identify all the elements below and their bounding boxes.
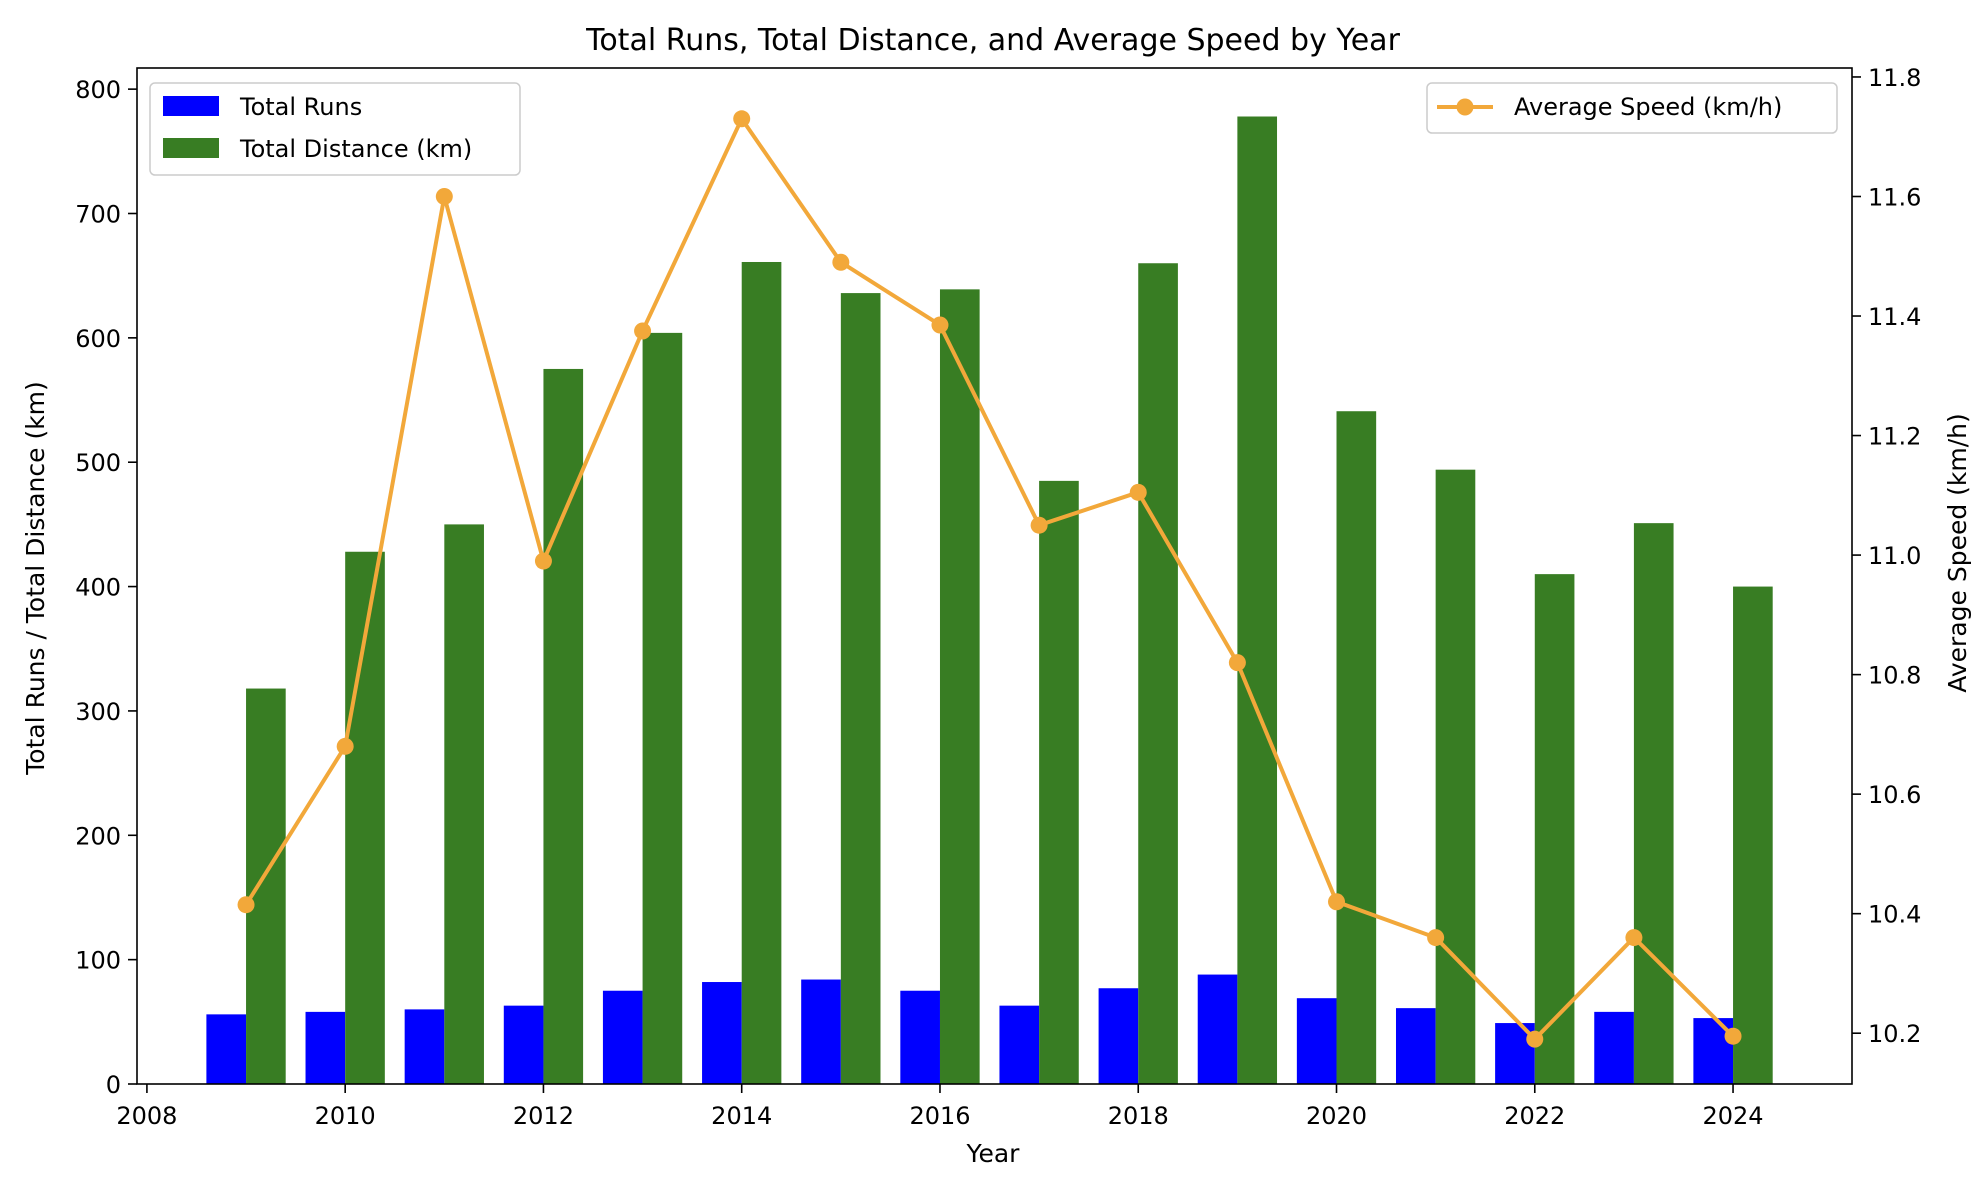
bar-total-runs (1594, 1011, 1634, 1084)
bar-total-runs (1296, 998, 1337, 1084)
bar-total-distance (1733, 586, 1773, 1084)
speed-point (931, 316, 949, 334)
speed-line (244, 116, 1735, 1042)
x-tick-label: 2024 (1703, 1102, 1764, 1130)
legend-swatch-speed-marker (1456, 98, 1474, 116)
bar-total-runs (602, 990, 643, 1084)
y-tick-label: 200 (75, 822, 121, 850)
legend-box (149, 82, 521, 176)
speed-point (733, 110, 751, 128)
bar-total-distance (1336, 411, 1377, 1084)
bar-total-distance (1237, 116, 1278, 1084)
axes-layer: 2008 2010 2012 2014 2016 2018 2020 2022 2024 0 100… (75, 64, 1921, 1130)
bar-total-distance (741, 261, 782, 1084)
speed-point (534, 552, 552, 570)
y2-axis-label: Average Speed (km/h) (1943, 413, 1972, 693)
bar-total-runs (404, 1009, 445, 1084)
y2-tick-label: 11.4 (1868, 303, 1921, 331)
chart-title: Total Runs, Total Distance, and Average … (585, 23, 1400, 58)
bar-total-runs (801, 979, 841, 1084)
y2-tick-label: 10.4 (1868, 901, 1921, 929)
y2-tick-label: 11.0 (1868, 542, 1921, 570)
x-tick-label: 2020 (1306, 1102, 1367, 1130)
bar-total-runs (206, 1014, 247, 1084)
bar-total-distance (1435, 469, 1476, 1084)
y-axis-label: Total Runs / Total Distance (km) (21, 381, 50, 776)
bar-total-runs (1197, 974, 1238, 1084)
legend-swatch-total-runs (163, 96, 219, 116)
y2-tick-label: 11.8 (1868, 64, 1921, 92)
speed-line-layer (237, 110, 1742, 1048)
bar-total-distance (246, 688, 286, 1084)
speed-point (1228, 654, 1246, 672)
x-tick-label: 2010 (315, 1102, 376, 1130)
speed-point (237, 896, 255, 914)
x-tick-label: 2008 (116, 1102, 177, 1130)
legend-bars: Total Runs Total Distance (km) (149, 82, 521, 176)
plot-frame (136, 67, 1853, 1085)
bar-total-distance (444, 524, 484, 1084)
speed-point (1625, 929, 1643, 947)
legend-swatch-total-distance (163, 138, 219, 158)
y2-tick-label: 10.8 (1868, 662, 1921, 690)
x-tick-label: 2018 (1108, 1102, 1169, 1130)
y-tick-label: 700 (75, 200, 121, 228)
speed-point (1030, 516, 1048, 534)
bar-total-runs (305, 1011, 346, 1084)
bar-total-distance (642, 332, 683, 1084)
y2-tick-label: 10.6 (1868, 781, 1921, 809)
x-tick-label: 2016 (909, 1102, 970, 1130)
y-tick-label: 100 (75, 947, 121, 975)
bar-total-runs (503, 1005, 544, 1084)
bar-total-distance (840, 293, 881, 1084)
x-tick-label: 2014 (711, 1102, 772, 1130)
x-tick-label: 2022 (1504, 1102, 1565, 1130)
x-axis-label: Year (966, 1139, 1021, 1168)
bar-total-distance (939, 289, 980, 1084)
bar-total-distance (543, 368, 584, 1084)
y-tick-label: 400 (75, 574, 121, 602)
bar-total-distance (1138, 263, 1178, 1085)
y-tick-label: 800 (75, 76, 121, 104)
bar-total-runs (1098, 988, 1139, 1084)
legend-label-total-runs: Total Runs (239, 93, 362, 121)
bar-total-runs (1395, 1008, 1436, 1084)
bar-total-runs (999, 1005, 1040, 1084)
bar-total-runs (900, 990, 940, 1084)
y2-tick-label: 10.2 (1868, 1020, 1921, 1048)
legend-box (1426, 82, 1838, 134)
speed-point (1129, 483, 1147, 501)
bar-total-runs (702, 982, 742, 1084)
y-tick-label: 300 (75, 698, 121, 726)
speed-point (1724, 1027, 1742, 1045)
bar-total-distance (1039, 480, 1079, 1084)
bars-layer (206, 116, 1773, 1085)
speed-point (435, 187, 453, 205)
speed-point (1328, 893, 1346, 911)
y-tick-label: 600 (75, 325, 121, 353)
speed-point (1427, 929, 1445, 947)
legend-label-average-speed: Average Speed (km/h) (1514, 93, 1782, 121)
speed-point (832, 253, 850, 271)
bar-total-distance (1534, 574, 1575, 1084)
y-tick-label: 0 (106, 1071, 121, 1099)
legend-label-total-distance: Total Distance (km) (239, 135, 472, 163)
speed-point (1526, 1030, 1544, 1048)
speed-point (336, 737, 354, 755)
legend-line: Average Speed (km/h) (1426, 82, 1838, 134)
x-tick-label: 2012 (513, 1102, 574, 1130)
y2-tick-label: 11.6 (1868, 183, 1921, 211)
speed-point (634, 322, 652, 340)
legends-layer: Total Runs Total Distance (km) Average Spe… (149, 82, 1838, 176)
bar-total-distance (1633, 523, 1674, 1084)
y-tick-label: 500 (75, 449, 121, 477)
y2-tick-label: 11.2 (1868, 423, 1921, 451)
